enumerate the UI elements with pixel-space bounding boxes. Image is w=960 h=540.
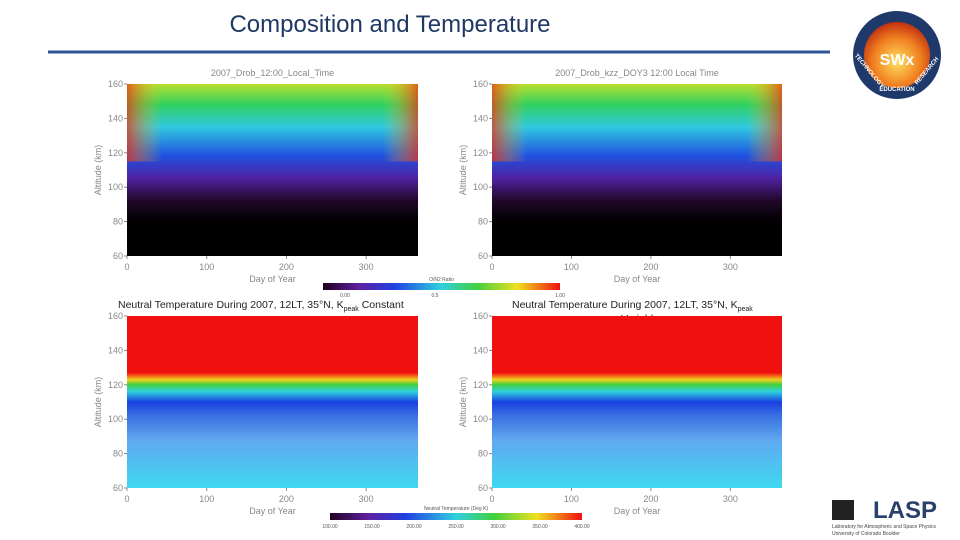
y-tick-label: 140 — [473, 345, 488, 355]
panel-title: 2007_Drob_12:00_Local_Time — [211, 68, 334, 78]
colorbar-tick: 0.5 — [432, 293, 439, 299]
x-tick-label: 200 — [279, 494, 294, 504]
y-tick-label: 140 — [473, 113, 488, 123]
y-tick-label: 80 — [478, 449, 488, 459]
y-tick-label: 160 — [108, 311, 123, 321]
x-tick-label: 300 — [723, 262, 738, 272]
colorbar-label: O/N2 Ratio — [429, 277, 454, 283]
y-tick-label: 100 — [108, 414, 123, 424]
y-tick-label: 100 — [108, 182, 123, 192]
y-tick-label: 60 — [113, 251, 123, 261]
lasp-line1: Laboratory for Atmospheric and Space Phy… — [832, 524, 936, 530]
caption-sub: peak — [738, 306, 754, 313]
heatmap-edge — [492, 84, 782, 162]
colorbar-tick: 150.00 — [364, 524, 380, 530]
x-axis-label: Day of Year — [614, 506, 661, 516]
x-axis-label: Day of Year — [249, 274, 296, 284]
y-tick-label: 120 — [108, 380, 123, 390]
y-tick-label: 140 — [108, 345, 123, 355]
y-tick-label: 60 — [478, 483, 488, 493]
caption-tail: Constant — [359, 299, 404, 311]
y-tick-label: 100 — [473, 182, 488, 192]
y-tick-label: 60 — [113, 483, 123, 493]
swx-logo: SWx TECHNOLOGY RESEARCH EDUCATION — [853, 11, 941, 99]
y-axis-label: Altitude (km) — [93, 145, 103, 196]
colorbar-tick: 250.00 — [448, 524, 464, 530]
x-axis-label: Day of Year — [249, 506, 296, 516]
colorbar-tick: 400.00 — [574, 524, 590, 530]
x-tick-label: 100 — [199, 494, 214, 504]
y-tick-label: 140 — [108, 113, 123, 123]
y-tick-label: 80 — [478, 217, 488, 227]
logo-sun — [864, 22, 930, 88]
lasp-name: LASP — [873, 497, 937, 524]
caption-text: Neutral Temperature During 2007, 12LT, 3… — [118, 299, 344, 311]
x-tick-label: 200 — [643, 262, 658, 272]
y-tick-label: 160 — [473, 311, 488, 321]
caption: Neutral Temperature During 2007, 12LT, 3… — [512, 299, 753, 313]
colorbar — [330, 513, 582, 520]
y-axis-label: Altitude (km) — [458, 377, 468, 428]
colorbar-tick: 100.00 — [322, 524, 338, 530]
x-tick-label: 200 — [643, 494, 658, 504]
x-tick-label: 300 — [359, 494, 374, 504]
x-tick-label: 200 — [279, 262, 294, 272]
heatmap-edge — [127, 84, 418, 162]
y-tick-label: 100 — [473, 414, 488, 424]
x-tick-label: 100 — [564, 262, 579, 272]
colorbar — [323, 283, 560, 290]
y-tick-label: 80 — [113, 449, 123, 459]
y-tick-label: 120 — [108, 148, 123, 158]
colorbar-tick: 350.00 — [532, 524, 548, 530]
colorbar-tick: 0.00 — [340, 293, 350, 299]
x-tick-label: 0 — [489, 262, 494, 272]
x-tick-label: 300 — [723, 494, 738, 504]
y-tick-label: 60 — [478, 251, 488, 261]
y-tick-label: 160 — [473, 79, 488, 89]
y-axis-label: Altitude (km) — [93, 377, 103, 428]
x-tick-label: 100 — [564, 494, 579, 504]
cu-mark — [832, 500, 854, 520]
colorbar-tick: 200.00 — [406, 524, 422, 530]
colorbar-tick: 300.00 — [490, 524, 506, 530]
caption-text: Neutral Temperature During 2007, 12LT, 3… — [512, 299, 738, 311]
x-tick-label: 100 — [199, 262, 214, 272]
caption-sub: peak — [344, 306, 360, 313]
lasp-line2: University of Colorado Boulder — [832, 531, 900, 537]
y-tick-label: 120 — [473, 148, 488, 158]
heatmap — [492, 316, 782, 488]
x-tick-label: 0 — [489, 494, 494, 504]
heatmap — [127, 316, 418, 488]
y-axis-label: Altitude (km) — [458, 145, 468, 196]
panel-title: 2007_Drob_kzz_DOY3 12:00 Local Time — [555, 68, 719, 78]
lasp-logo: LASP Laboratory for Atmospheric and Spac… — [832, 497, 937, 537]
y-tick-label: 160 — [108, 79, 123, 89]
x-tick-label: 300 — [359, 262, 374, 272]
logo-main: SWx — [880, 52, 915, 69]
logo-bottom: EDUCATION — [879, 87, 914, 93]
caption: Neutral Temperature During 2007, 12LT, 3… — [118, 299, 404, 313]
x-tick-label: 0 — [124, 262, 129, 272]
y-tick-label: 120 — [473, 380, 488, 390]
y-tick-label: 80 — [113, 217, 123, 227]
x-axis-label: Day of Year — [614, 274, 661, 284]
slide-title: Composition and Temperature — [229, 11, 550, 38]
x-tick-label: 0 — [124, 494, 129, 504]
colorbar-label: Neutral Temperature (Deg K) — [424, 506, 488, 512]
colorbar-tick: 1.00 — [555, 293, 565, 299]
